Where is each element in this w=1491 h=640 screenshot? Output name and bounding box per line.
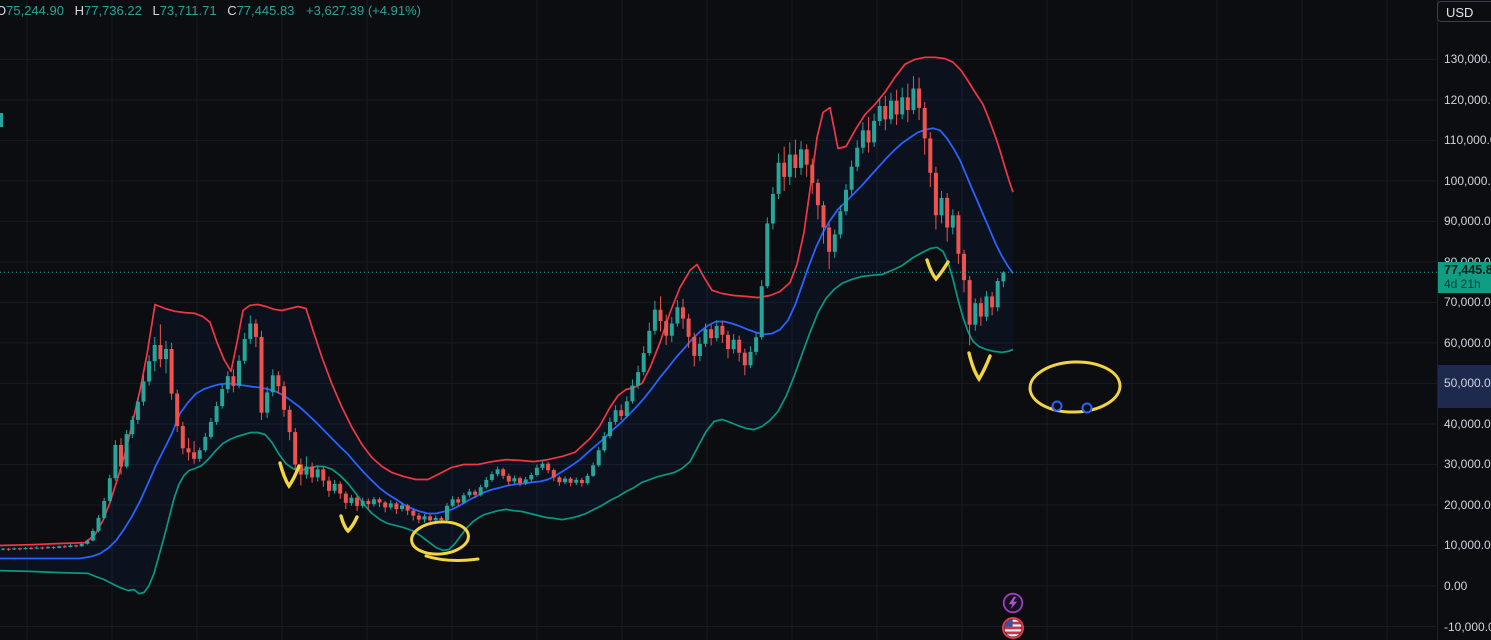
axis-price-label: 20,000.00 — [1444, 497, 1491, 512]
axis-price-label: 60,000.00 — [1444, 335, 1491, 350]
axis-price-label: 90,000.00 — [1444, 214, 1491, 229]
axis-price-label: 10,000.00 — [1444, 538, 1491, 553]
axis-price-label: 130,000.00 — [1444, 52, 1491, 67]
open-label: O — [0, 3, 7, 18]
close-label: C — [227, 3, 237, 18]
axis-price-label: -10,000.00 — [1444, 619, 1491, 634]
low-label: L — [152, 3, 160, 18]
high-label: H — [74, 3, 84, 18]
axis-price-label: 70,000.00 — [1444, 295, 1491, 310]
axis-price-label: 120,000.00 — [1444, 92, 1491, 107]
drawing-range-highlight — [1438, 365, 1491, 408]
axis-price-label: 30,000.00 — [1444, 457, 1491, 472]
open-value: 75,244.90 — [6, 3, 64, 18]
axis-price-label: 100,000.00 — [1444, 173, 1491, 188]
current-price-value: 77,445.83 — [1444, 263, 1491, 278]
ohlc-legend[interactable]: O75,244.90 H77,736.22 L73,711.71 C77,445… — [0, 3, 421, 18]
candle-countdown: 4d 21h — [1444, 277, 1481, 292]
lightning-event-icon[interactable] — [1002, 592, 1024, 614]
clipped-price-tag — [0, 113, 3, 127]
us-flag-event-icon[interactable] — [1001, 616, 1025, 640]
axis-price-label: 0.00 — [1444, 579, 1468, 593]
close-value: 77,445.83 — [236, 3, 295, 18]
low-value: 73,711.71 — [159, 3, 217, 18]
change-value: +3,627.39 (+4.91%) — [306, 3, 421, 18]
high-value: 77,736.22 — [83, 3, 142, 18]
axis-price-label: 110,000.00 — [1444, 133, 1491, 148]
price-axis[interactable]: 130,000.00 120,000.00 110,000.00 100,000.00… — [1437, 0, 1491, 640]
axis-price-label: 50,000.00 — [1444, 376, 1491, 391]
axis-price-label: 40,000.00 — [1444, 416, 1491, 431]
current-price-badge: 77,445.83 4d 21h — [1438, 262, 1491, 294]
currency-toggle-button[interactable]: USD — [1437, 1, 1491, 22]
